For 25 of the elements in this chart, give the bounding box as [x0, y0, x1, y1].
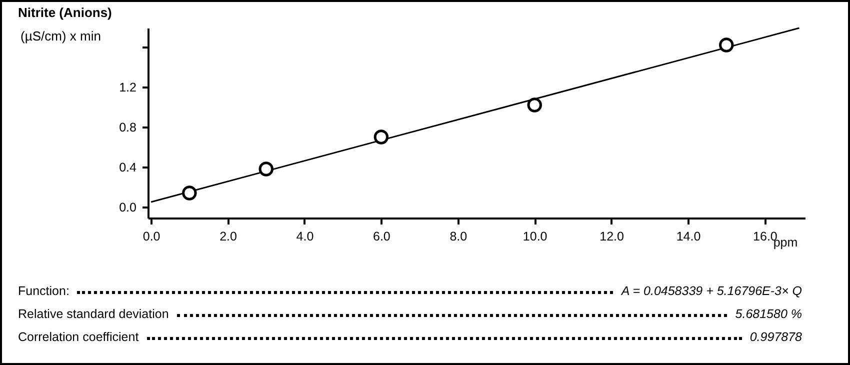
y-axis-title: (µS/cm) x min: [20, 28, 101, 44]
point: [374, 130, 389, 144]
y-tick-label: 0.8: [119, 120, 137, 134]
text: Relative standard deviation: [18, 307, 169, 321]
x-tick-label: 14.0: [676, 230, 701, 244]
point: [527, 98, 542, 112]
x-tick-label: 0.0: [142, 230, 160, 244]
x-tick-label: 6.0: [372, 230, 390, 244]
x-tick-label: 4.0: [296, 230, 314, 244]
point: [182, 186, 197, 200]
text: Function:: [18, 284, 70, 298]
x-tick-label: 2.0: [220, 230, 238, 244]
text: 5.681580 %: [735, 307, 802, 321]
x-tick-label: 8.0: [450, 230, 468, 244]
text: 0.997878: [750, 330, 802, 344]
y-tick-label: 1.2: [119, 80, 137, 94]
chart-title: Nitrite (Anions): [18, 5, 112, 20]
point: [258, 162, 274, 176]
y-tick-label: 0.4: [119, 160, 137, 174]
text: A = 0.0458339 + 5.16796E-3× Q: [621, 284, 802, 298]
y-tick-label: 0.0: [119, 200, 137, 214]
x-tick-label: 10.0: [522, 230, 548, 244]
point: [719, 38, 734, 52]
text: Correlation coefficient: [18, 330, 139, 344]
x-tick-label: 12.0: [600, 230, 624, 244]
